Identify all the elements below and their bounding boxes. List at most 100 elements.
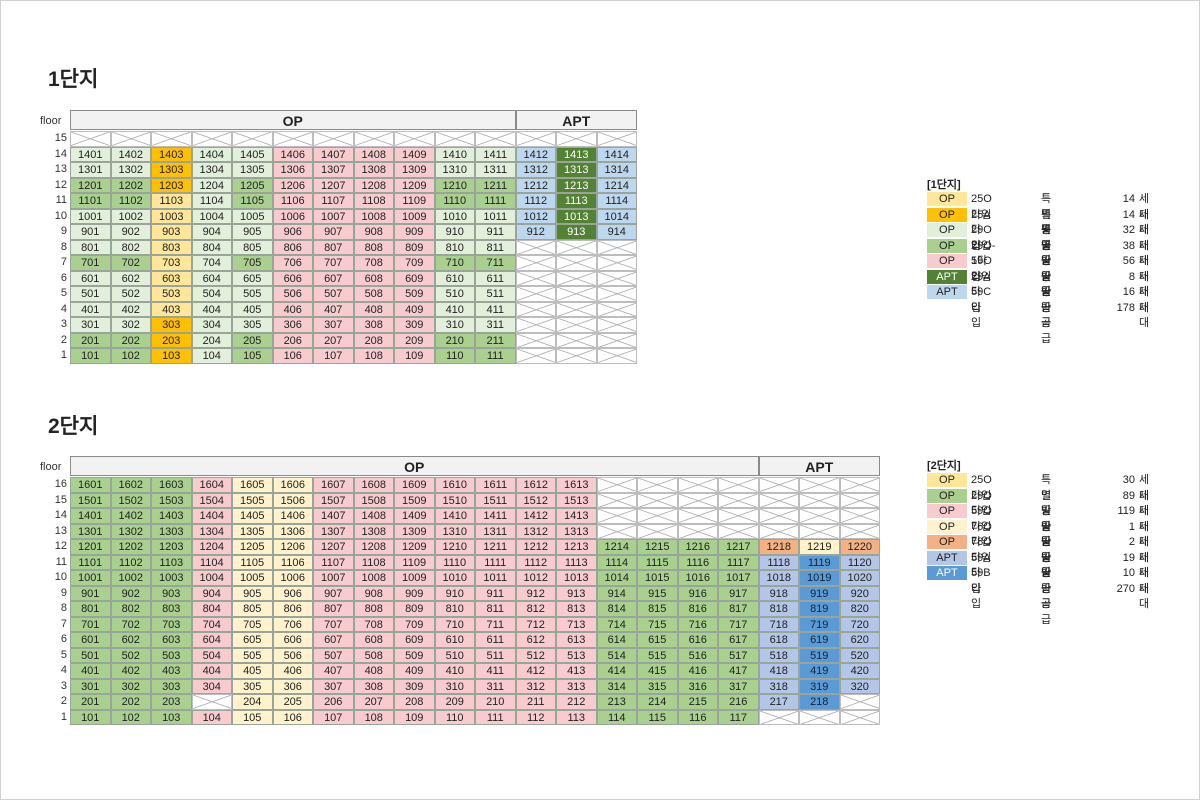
unit-cell: 817 (718, 601, 759, 617)
complex1-title: 1단지 (48, 68, 99, 91)
unit-cell: 1301 (70, 523, 111, 539)
unit-cell: 811 (475, 601, 516, 617)
empty-unit-cell (556, 255, 597, 271)
unit-cell: 1102 (110, 554, 151, 570)
unit-cell: 215 (677, 694, 718, 710)
unit-cell: 1205 (232, 539, 273, 555)
empty-unit-cell (799, 709, 840, 725)
empty-unit-cell (556, 317, 597, 333)
unit-cell: 1509 (394, 492, 435, 508)
unit-cell: 1606 (272, 477, 313, 493)
unit-cell: 908 (353, 585, 394, 601)
unit-cell: 116 (677, 709, 718, 725)
floor-number: 14 (54, 509, 67, 521)
unit-cell: 1314 (596, 162, 637, 178)
cross-mark-icon (597, 493, 636, 507)
unit-cell: 602 (110, 632, 151, 648)
empty-unit-cell (191, 131, 232, 147)
unit-cell: 802 (110, 239, 151, 255)
unit-cell: 1210 (434, 539, 475, 555)
unit-cell: 508 (353, 286, 394, 302)
cross-mark-icon (516, 333, 555, 347)
unit-cell: 1208 (353, 177, 394, 193)
cross-mark-icon (597, 302, 636, 316)
empty-unit-cell (434, 131, 475, 147)
unit-cell: 407 (313, 301, 354, 317)
unit-cell: 1112 (515, 554, 556, 570)
unit-cell: 1003 (151, 570, 192, 586)
floor-number: 6 (60, 633, 67, 645)
unit-cell: 1302 (110, 162, 151, 178)
empty-unit-cell (839, 523, 880, 539)
unit-cell: 914 (596, 585, 637, 601)
unit-cell: 106 (272, 348, 313, 364)
empty-unit-cell (475, 131, 516, 147)
unit-cell: 501 (70, 647, 111, 663)
legend-supply-type: 일반공급 (1041, 551, 1052, 611)
empty-unit-cell (839, 492, 880, 508)
unit-cell: 502 (110, 286, 151, 302)
cross-mark-icon (516, 287, 555, 301)
unit-cell: 715 (637, 616, 678, 632)
legend-supply-type: 일반공급 (1041, 536, 1052, 595)
unit-cell: 1107 (313, 193, 354, 209)
legend-row: APT 59B타입 일반공급 10 세대 (927, 566, 1149, 626)
unit-cell: 605 (232, 270, 273, 286)
floor-number: 5 (60, 287, 67, 299)
floor-number: 3 (60, 679, 67, 692)
legend-count-unit: 세대 (1139, 536, 1150, 564)
unit-cell: 503 (151, 647, 192, 663)
unit-cell: 507 (313, 286, 354, 302)
unit-cell: 1119 (799, 554, 840, 570)
legend-color-badge: OP (927, 238, 967, 253)
unit-cell: 713 (556, 616, 597, 632)
legend-row: OP 59O타입 일반공급 119 세대 (927, 504, 1149, 564)
unit-cell: 611 (475, 632, 516, 648)
unit-cell: 506 (272, 647, 313, 663)
cross-mark-icon (516, 302, 555, 316)
unit-cell: 1412 (515, 146, 556, 162)
unit-cell: 1411 (475, 508, 516, 524)
legend-total: 270 (1116, 582, 1135, 595)
legend-supply-type: 특별공급 (1041, 193, 1052, 252)
legend-row: OP 76O타입 일반공급 1 세대 (927, 519, 1149, 579)
unit-cell: 906 (272, 585, 313, 601)
empty-unit-cell (596, 301, 637, 317)
floor-number: 4 (60, 302, 67, 315)
unit-cell: 1101 (70, 193, 111, 209)
unit-cell: 1307 (313, 162, 354, 178)
unit-cell: 314 (596, 678, 637, 694)
legend-row: OP 59O타입 일반공급 56 세대 (927, 254, 1149, 314)
unit-cell: 1306 (272, 162, 313, 178)
unit-cell: 608 (353, 632, 394, 648)
unit-cell: 1113 (556, 554, 597, 570)
empty-unit-cell (799, 477, 840, 493)
floor-number: 13 (54, 524, 67, 537)
unit-cell: 910 (434, 585, 475, 601)
unit-cell: 620 (839, 632, 880, 648)
empty-unit-cell (596, 317, 637, 333)
unit-cell: 717 (718, 616, 759, 632)
unit-cell: 309 (394, 317, 435, 333)
unit-cell: 402 (110, 663, 151, 679)
empty-unit-cell (596, 348, 637, 364)
unit-cell: 1001 (70, 208, 111, 224)
unit-cell: 806 (272, 239, 313, 255)
unit-cell: 920 (839, 585, 880, 601)
unit-cell: 719 (799, 616, 840, 632)
unit-cell: 403 (151, 663, 192, 679)
legend-count: 89 (1122, 489, 1135, 502)
unit-cell: 302 (110, 317, 151, 333)
unit-cell: 1011 (475, 208, 516, 224)
unit-cell: 1002 (110, 570, 151, 586)
cross-mark-icon (192, 695, 231, 709)
cross-mark-icon (395, 132, 434, 146)
unit-cell: 1411 (475, 146, 516, 162)
legend-title: [1단지] (927, 179, 961, 191)
unit-cell: 1512 (515, 492, 556, 508)
unit-cell: 1206 (272, 539, 313, 555)
unit-cell: 1504 (191, 492, 232, 508)
cross-mark-icon (719, 493, 758, 507)
cross-mark-icon (840, 710, 879, 724)
cross-mark-icon (557, 318, 596, 332)
